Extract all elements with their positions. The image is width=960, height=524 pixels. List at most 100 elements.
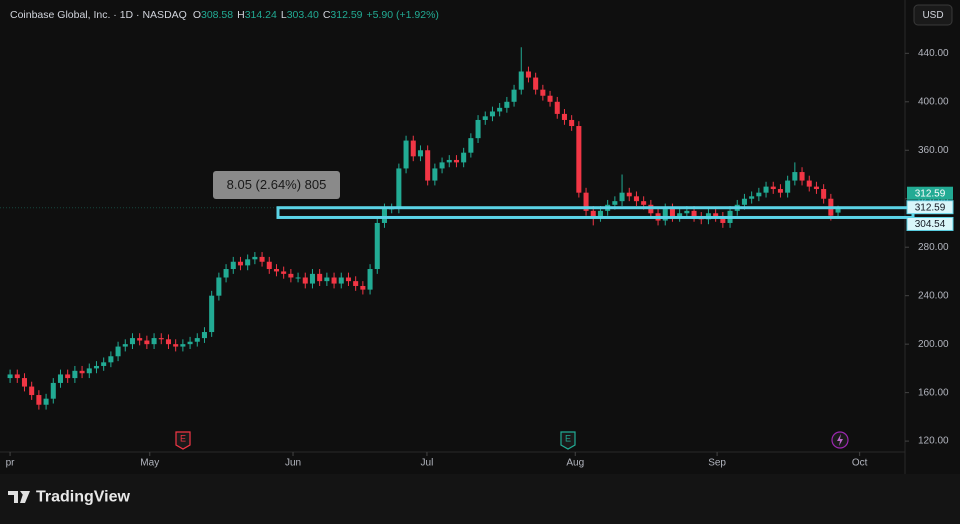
candle-body bbox=[792, 172, 798, 181]
candle-body bbox=[165, 339, 171, 345]
measure-price-label: 304.54 bbox=[915, 219, 946, 230]
candle-body bbox=[669, 208, 675, 217]
candle-body bbox=[756, 192, 762, 197]
candle-body bbox=[569, 119, 575, 127]
candle-body bbox=[662, 208, 668, 221]
dividend-marker[interactable] bbox=[831, 431, 849, 449]
event-icon[interactable] bbox=[560, 431, 576, 450]
legend-key: H bbox=[237, 9, 245, 21]
legend-value: 314.24 bbox=[245, 9, 277, 21]
candle-body bbox=[713, 213, 719, 217]
measure-box bbox=[213, 171, 340, 199]
symbol-title: Coinbase Global, Inc. · 1D · NASDAQ bbox=[10, 9, 187, 21]
y-tick-label: 240.00 bbox=[918, 290, 949, 301]
candle-body bbox=[806, 180, 812, 187]
candle-body bbox=[561, 113, 567, 120]
currency-label[interactable]: USD bbox=[922, 10, 943, 21]
x-tick-label: Jul bbox=[421, 458, 434, 469]
candle-body bbox=[345, 277, 351, 282]
candle-body bbox=[101, 362, 107, 366]
measure-price-tag bbox=[906, 200, 954, 215]
y-tick-label: 160.00 bbox=[918, 387, 949, 398]
candle-body bbox=[223, 269, 229, 278]
currency-button[interactable] bbox=[913, 4, 953, 26]
x-tick-label: Sep bbox=[708, 458, 726, 469]
candle-body bbox=[93, 365, 99, 369]
candle-body bbox=[590, 210, 596, 217]
candle-body bbox=[547, 95, 553, 102]
candle-body bbox=[137, 338, 143, 341]
candle-body bbox=[583, 192, 589, 211]
candle-body bbox=[86, 368, 92, 374]
brand-name[interactable]: TradingView bbox=[36, 489, 131, 506]
candle-body bbox=[489, 111, 495, 117]
candle-body bbox=[237, 261, 243, 266]
legend-key: O bbox=[193, 9, 201, 21]
candle-body bbox=[331, 277, 337, 284]
legend-key: L bbox=[281, 9, 287, 21]
candle-body bbox=[259, 256, 265, 262]
event-icon[interactable] bbox=[175, 431, 191, 450]
legend-value: 308.58 bbox=[201, 9, 233, 21]
candle-body bbox=[57, 374, 63, 383]
candle-body bbox=[209, 295, 215, 333]
candle-body bbox=[741, 198, 747, 205]
legend-value: 312.59 bbox=[330, 9, 362, 21]
event-label[interactable]: E bbox=[180, 433, 186, 443]
candle-body bbox=[29, 386, 35, 396]
candle-body bbox=[612, 201, 618, 205]
candle-body bbox=[785, 180, 791, 193]
candle-body bbox=[720, 216, 726, 223]
candle-body bbox=[295, 277, 301, 279]
candle-body bbox=[504, 101, 510, 108]
candle-body bbox=[677, 213, 683, 217]
candle-body bbox=[691, 210, 697, 217]
candle-body bbox=[576, 126, 582, 193]
candle-body bbox=[497, 107, 503, 112]
candle-body bbox=[633, 196, 639, 202]
candle-body bbox=[201, 332, 207, 339]
candle-body bbox=[540, 89, 546, 96]
candle-body bbox=[288, 273, 294, 278]
measure-price-tag bbox=[906, 216, 954, 231]
candle-body bbox=[158, 338, 164, 340]
candle-body bbox=[72, 370, 78, 379]
candle-body bbox=[122, 344, 128, 347]
candle-body bbox=[194, 338, 200, 342]
candle-body bbox=[511, 89, 517, 102]
candle-body bbox=[432, 168, 438, 181]
y-tick-label: 120.00 bbox=[918, 436, 949, 447]
candle-body bbox=[281, 271, 287, 274]
x-tick-label: Aug bbox=[566, 458, 584, 469]
candle-body bbox=[777, 189, 783, 193]
candle-body bbox=[475, 119, 481, 139]
candle-body bbox=[245, 259, 251, 266]
measure-label: 8.05 (2.64%) 805 bbox=[227, 177, 327, 192]
candle-body bbox=[302, 277, 308, 284]
candle-body bbox=[518, 71, 524, 90]
x-tick-label: May bbox=[140, 458, 159, 469]
x-tick-label: pr bbox=[6, 458, 16, 469]
event-marker[interactable]: E bbox=[560, 431, 576, 450]
candle-body bbox=[353, 281, 359, 286]
candle-body bbox=[410, 140, 416, 157]
candle-body bbox=[439, 162, 445, 169]
candle-body bbox=[641, 201, 647, 205]
brand-logo[interactable]: TradingView bbox=[8, 489, 131, 506]
candle-body bbox=[324, 277, 330, 282]
lightning-icon bbox=[837, 434, 843, 446]
legend-key: C bbox=[323, 9, 331, 21]
candle-body bbox=[360, 285, 366, 290]
candle-body bbox=[7, 374, 13, 379]
candle-body bbox=[14, 374, 20, 379]
candle-body bbox=[482, 116, 488, 120]
candle-body bbox=[187, 341, 193, 345]
measure-price-label: 312.59 bbox=[915, 202, 946, 213]
x-tick-label: Oct bbox=[852, 458, 868, 469]
candle-body bbox=[684, 210, 690, 214]
legend-value: 303.40 bbox=[287, 9, 319, 21]
y-tick-label: 200.00 bbox=[918, 339, 949, 350]
event-marker[interactable]: E bbox=[175, 431, 191, 450]
event-label[interactable]: E bbox=[565, 433, 571, 443]
